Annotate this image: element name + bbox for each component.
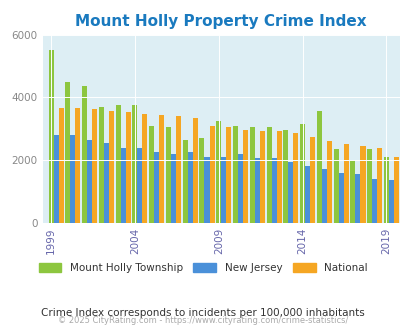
Title: Mount Holly Property Crime Index: Mount Holly Property Crime Index xyxy=(75,14,366,29)
Bar xyxy=(132,105,137,223)
Bar xyxy=(209,125,214,223)
Bar xyxy=(249,127,254,223)
Bar xyxy=(109,111,114,223)
Bar xyxy=(126,113,130,223)
Legend: Mount Holly Township, New Jersey, National: Mount Holly Township, New Jersey, Nation… xyxy=(34,258,371,277)
Bar xyxy=(326,141,331,223)
Bar xyxy=(388,181,393,223)
Bar xyxy=(316,112,321,223)
Bar xyxy=(98,107,104,223)
Bar xyxy=(288,162,293,223)
Bar xyxy=(299,124,305,223)
Bar xyxy=(75,108,80,223)
Bar xyxy=(204,157,209,223)
Bar xyxy=(221,157,226,223)
Bar xyxy=(343,145,348,223)
Bar xyxy=(333,149,338,223)
Bar xyxy=(104,143,109,223)
Bar xyxy=(393,157,398,223)
Bar xyxy=(175,116,181,223)
Bar xyxy=(371,179,376,223)
Bar xyxy=(48,50,53,223)
Bar xyxy=(276,131,281,223)
Bar xyxy=(383,157,388,223)
Bar xyxy=(149,125,154,223)
Bar xyxy=(305,166,309,223)
Bar xyxy=(237,154,243,223)
Bar xyxy=(115,105,120,223)
Bar xyxy=(142,114,147,223)
Bar xyxy=(87,140,92,223)
Bar xyxy=(154,152,159,223)
Bar xyxy=(338,173,343,223)
Bar xyxy=(82,86,87,223)
Text: © 2025 CityRating.com - https://www.cityrating.com/crime-statistics/: © 2025 CityRating.com - https://www.city… xyxy=(58,316,347,325)
Bar xyxy=(350,160,355,223)
Bar xyxy=(166,127,171,223)
Bar xyxy=(171,154,175,223)
Bar xyxy=(216,121,221,223)
Bar xyxy=(187,152,192,223)
Bar xyxy=(120,148,126,223)
Bar xyxy=(232,125,237,223)
Bar xyxy=(283,130,288,223)
Bar xyxy=(309,137,314,223)
Bar xyxy=(70,135,75,223)
Bar xyxy=(226,127,231,223)
Bar xyxy=(376,148,382,223)
Bar xyxy=(53,135,58,223)
Bar xyxy=(321,170,326,223)
Bar xyxy=(259,131,264,223)
Bar xyxy=(92,109,97,223)
Bar xyxy=(366,149,371,223)
Bar xyxy=(293,133,298,223)
Bar xyxy=(65,82,70,223)
Bar xyxy=(199,138,204,223)
Bar xyxy=(254,158,259,223)
Bar xyxy=(271,158,276,223)
Bar xyxy=(182,140,187,223)
Bar xyxy=(355,174,360,223)
Bar xyxy=(159,115,164,223)
Bar xyxy=(266,127,271,223)
Bar xyxy=(243,130,247,223)
Text: Crime Index corresponds to incidents per 100,000 inhabitants: Crime Index corresponds to incidents per… xyxy=(41,308,364,317)
Bar xyxy=(360,146,364,223)
Bar xyxy=(192,118,197,223)
Bar xyxy=(58,108,64,223)
Bar xyxy=(137,148,142,223)
